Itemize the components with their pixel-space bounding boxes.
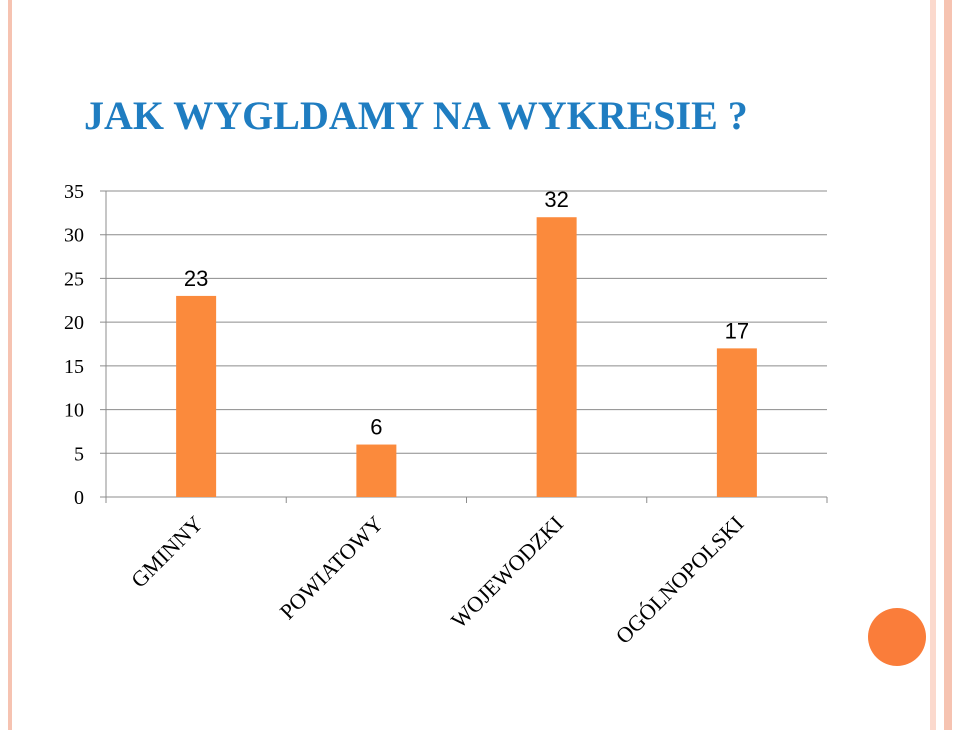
y-tick-label: 5 (74, 443, 84, 465)
data-label: 32 (544, 187, 568, 212)
data-label: 17 (725, 318, 749, 343)
y-tick-label: 35 (64, 181, 84, 203)
left-border-stripe (8, 0, 12, 730)
data-label: 6 (370, 415, 382, 440)
x-axis-ticks: GMINNY POWIATOWY WOJEWODZKI OGÓLNOPOLSKI (126, 511, 748, 649)
y-tick-label: 10 (64, 400, 84, 422)
right-border-stripe-inner (944, 0, 952, 730)
x-tick-label: OGÓLNOPOLSKI (611, 511, 749, 649)
gridlines (100, 190, 828, 503)
y-tick-label: 25 (64, 268, 84, 290)
data-labels: 23 6 32 17 (184, 187, 749, 439)
y-tick-label: 15 (64, 356, 84, 378)
bars (176, 217, 757, 497)
y-axis-ticks: 0 5 10 15 20 25 30 35 (64, 181, 84, 509)
slide-title: JAK WYGLDAMY NA WYKRESIE ? (84, 93, 748, 138)
x-tick-label: POWIATOWY (275, 511, 388, 624)
bar-wojewodzki (536, 217, 577, 497)
bar-ogólnopolski (716, 348, 757, 497)
accent-circle (868, 608, 926, 666)
x-tick-label: GMINNY (126, 511, 208, 593)
y-tick-label: 30 (64, 225, 84, 247)
y-tick-label: 0 (74, 487, 84, 509)
x-tick-label: WOJEWODZKI (446, 511, 568, 633)
y-tick-label: 20 (64, 312, 84, 334)
data-label: 23 (184, 266, 208, 291)
bar-powiatowy (356, 444, 397, 497)
bar-gminny (176, 295, 217, 497)
right-border-stripe-outer (930, 0, 936, 730)
